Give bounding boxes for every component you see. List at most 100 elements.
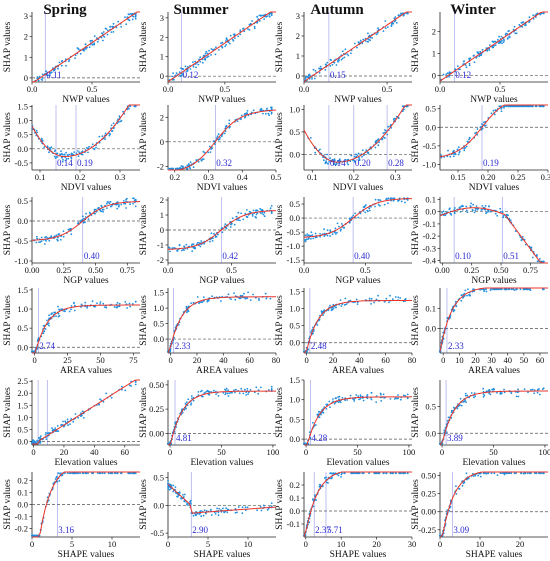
y-tick-label: 0.0	[17, 144, 28, 154]
data-point	[237, 219, 240, 222]
panel-summer-nwp: 0.12 0.0 0.5 0 1 2 3 NWP values SHAP values	[139, 11, 276, 105]
data-point	[242, 392, 245, 395]
data-point	[115, 306, 118, 308]
x-tick-label: 100	[403, 447, 416, 457]
data-point	[474, 474, 477, 477]
data-point	[541, 388, 544, 390]
data-point	[74, 472, 77, 475]
data-point	[127, 472, 130, 475]
data-point	[215, 46, 217, 49]
data-point	[472, 475, 475, 477]
data-point	[482, 288, 485, 291]
data-point	[347, 163, 350, 166]
data-point	[510, 472, 513, 475]
data-point	[262, 504, 265, 507]
data-point	[236, 511, 238, 514]
season-title-spring: Spring	[43, 2, 87, 18]
data-point	[393, 20, 396, 23]
data-point	[62, 158, 64, 161]
data-point	[107, 201, 110, 203]
data-point	[358, 156, 360, 159]
data-point	[337, 401, 340, 403]
data-point	[224, 388, 226, 391]
y-tick-label: -0.2	[423, 231, 436, 241]
data-point	[506, 38, 509, 40]
data-point	[45, 236, 47, 238]
data-point	[120, 120, 123, 122]
x-tick-label: 50	[96, 355, 105, 365]
x-tick-label: 0	[33, 355, 37, 365]
data-point	[475, 57, 478, 59]
data-point	[335, 64, 338, 66]
data-point	[519, 105, 522, 108]
data-point	[270, 107, 273, 109]
data-point	[254, 391, 256, 394]
data-point	[117, 121, 120, 123]
data-point	[457, 153, 460, 156]
data-point	[46, 432, 49, 435]
y-tick-label: -0.5	[15, 158, 28, 168]
data-point	[339, 401, 342, 404]
data-point	[355, 298, 358, 301]
data-point	[43, 146, 46, 149]
fit-line	[31, 11, 140, 83]
x-tick-label: 0.2	[75, 172, 86, 182]
data-point	[349, 394, 352, 397]
y-tick-label: -0.1	[423, 219, 436, 229]
fit-line	[168, 109, 277, 171]
data-point	[79, 472, 81, 475]
threshold-label: 2.48	[311, 341, 327, 351]
data-point	[190, 402, 193, 405]
data-point	[402, 105, 404, 108]
data-point	[442, 210, 445, 213]
data-point	[111, 472, 113, 475]
data-point	[377, 31, 379, 34]
data-point	[122, 110, 124, 113]
data-point	[178, 71, 181, 73]
data-point	[265, 297, 268, 300]
data-point	[224, 130, 227, 133]
data-point	[368, 472, 370, 475]
data-point	[367, 210, 369, 213]
data-point	[503, 288, 506, 291]
y-tick-label: 0.0	[289, 506, 300, 516]
data-point	[488, 392, 491, 395]
data-point	[178, 244, 181, 247]
data-point	[461, 484, 464, 487]
data-point	[249, 389, 252, 391]
data-point	[483, 394, 486, 397]
data-point	[91, 43, 94, 46]
data-point	[352, 472, 355, 475]
panel-summer-ndvi: 0.32 0.2 0.3 0.4 0.5 -2 0 2 NDVI values SHAP valu…	[139, 105, 281, 193]
data-point	[329, 472, 332, 475]
y-tick-label: 3	[24, 11, 28, 21]
data-point	[106, 207, 108, 210]
data-point	[331, 63, 334, 66]
data-point	[44, 243, 46, 245]
panel-winter-nwp: 0.12 0.0 0.5 0 1 2 NWP values SHAP values	[411, 11, 548, 105]
y-tick-label: -0.5	[287, 227, 300, 237]
y-tick-label: 0.1	[425, 303, 436, 313]
data-point	[58, 480, 61, 482]
data-point	[129, 105, 131, 108]
data-point	[129, 13, 132, 15]
data-point	[267, 507, 270, 510]
data-point	[59, 238, 62, 241]
data-point	[379, 199, 382, 202]
data-point	[444, 214, 447, 217]
data-point	[217, 514, 220, 517]
data-point	[201, 389, 203, 392]
data-point	[96, 40, 99, 43]
data-point	[263, 211, 266, 214]
data-point	[365, 149, 368, 152]
data-point	[344, 158, 347, 161]
data-point	[58, 308, 60, 311]
data-point	[521, 21, 524, 24]
data-point	[311, 78, 313, 80]
data-point	[468, 64, 471, 67]
x-tick-label: 10	[337, 539, 346, 549]
data-point	[176, 250, 179, 252]
threshold-label: 2.37	[315, 525, 331, 535]
data-point	[201, 301, 204, 304]
y-tick-label: 2	[160, 32, 164, 42]
